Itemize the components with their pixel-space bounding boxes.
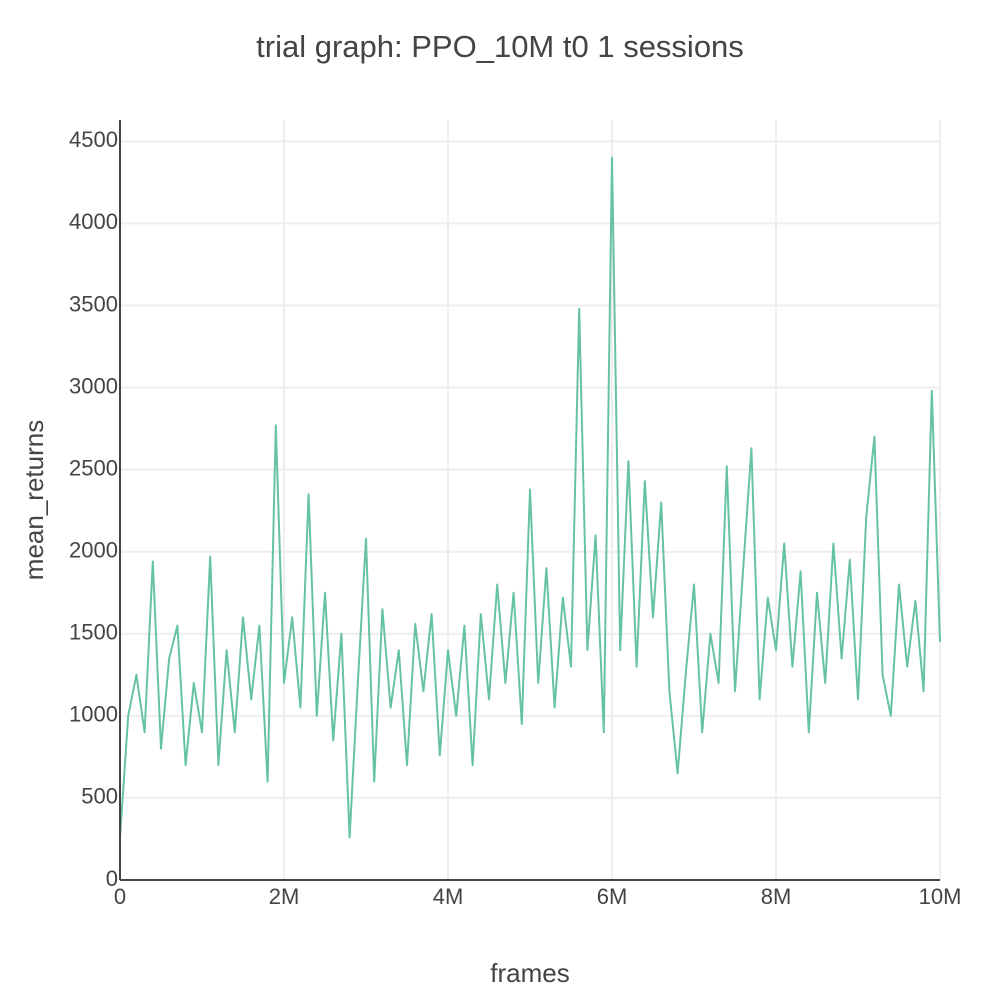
x-tick-label: 8M: [761, 884, 792, 909]
y-tick-label: 4500: [69, 127, 118, 152]
y-tick-label: 2000: [69, 538, 118, 563]
x-axis-label: frames: [490, 958, 569, 988]
y-tick-label: 1000: [69, 702, 118, 727]
y-axis-label: mean_returns: [19, 420, 49, 580]
x-tick-label: 0: [114, 884, 126, 909]
y-tick-label: 1500: [69, 620, 118, 645]
y-tick-label: 4000: [69, 209, 118, 234]
x-tick-label: 6M: [597, 884, 628, 909]
x-tick-label: 2M: [269, 884, 300, 909]
y-tick-label: 2500: [69, 455, 118, 480]
y-tick-label: 500: [81, 784, 118, 809]
x-tick-label: 4M: [433, 884, 464, 909]
chart-title: trial graph: PPO_10M t0 1 sessions: [256, 29, 744, 64]
y-tick-label: 3000: [69, 373, 118, 398]
x-tick-label: 10M: [919, 884, 962, 909]
y-tick-label: 0: [106, 866, 118, 891]
y-tick-label: 3500: [69, 291, 118, 316]
data-line: [119, 156, 941, 839]
